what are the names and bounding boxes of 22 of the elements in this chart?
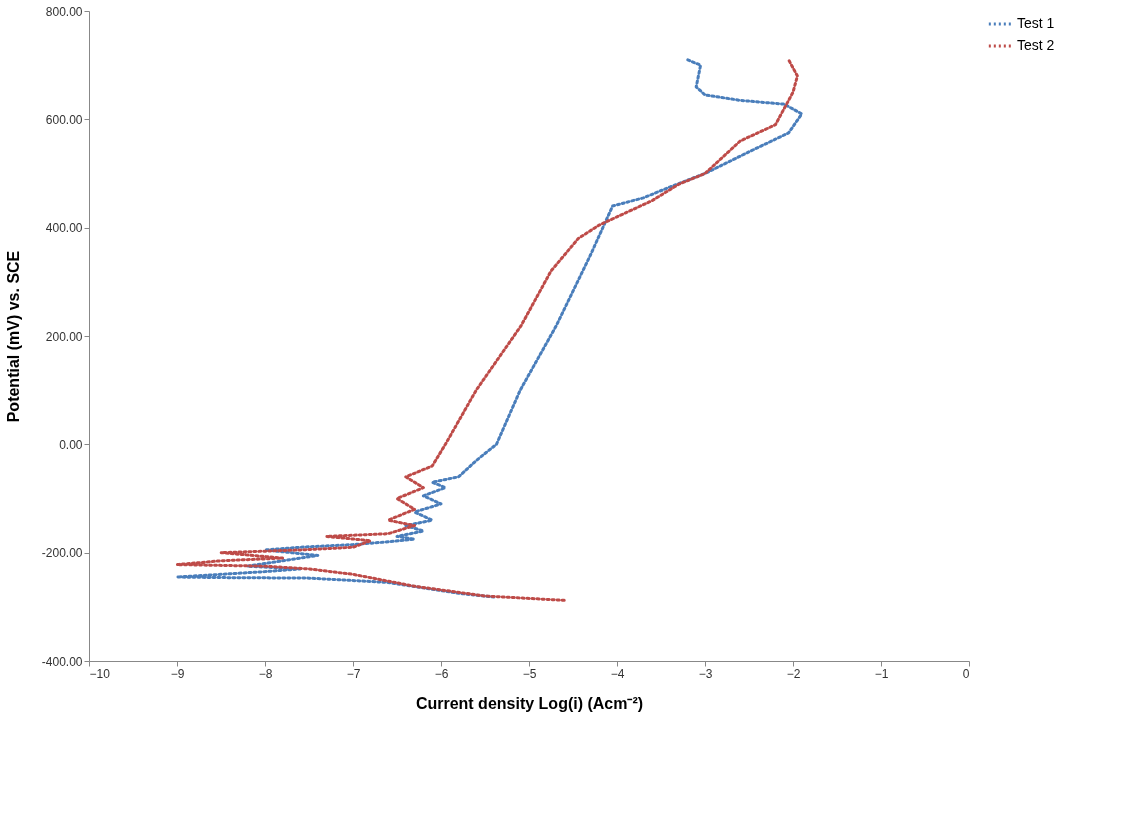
legend-label: Test 1 xyxy=(1017,15,1055,31)
x-tick-label: −5 xyxy=(522,666,537,681)
x-tick-label: −6 xyxy=(434,666,449,681)
y-tick-label: -400.00 xyxy=(41,654,83,669)
y-tick-label: 0.00 xyxy=(59,437,83,452)
y-tick-label: 600.00 xyxy=(45,112,83,127)
y-tick-label: 800.00 xyxy=(45,4,83,19)
x-axis-title: Current density Log(i) (Acm⁻²) xyxy=(415,694,644,712)
y-tick-label: 200.00 xyxy=(45,329,83,344)
x-tick-label: −8 xyxy=(258,666,273,681)
y-tick-label: 400.00 xyxy=(45,221,83,236)
y-tick-label: -200.00 xyxy=(41,546,83,561)
x-tick-label: −10 xyxy=(89,666,111,681)
x-tick-label: −1 xyxy=(874,666,889,681)
x-tick-label: −3 xyxy=(698,666,713,681)
legend-label: Test 2 xyxy=(1017,37,1055,53)
x-tick-label: −2 xyxy=(786,666,801,681)
x-tick-label: −9 xyxy=(170,666,185,681)
x-tick-label: 0 xyxy=(962,666,970,681)
x-tick-label: −7 xyxy=(346,666,361,681)
x-tick-label: −4 xyxy=(610,666,625,681)
y-axis-title: Potential (mV) vs. SCE xyxy=(4,250,22,423)
